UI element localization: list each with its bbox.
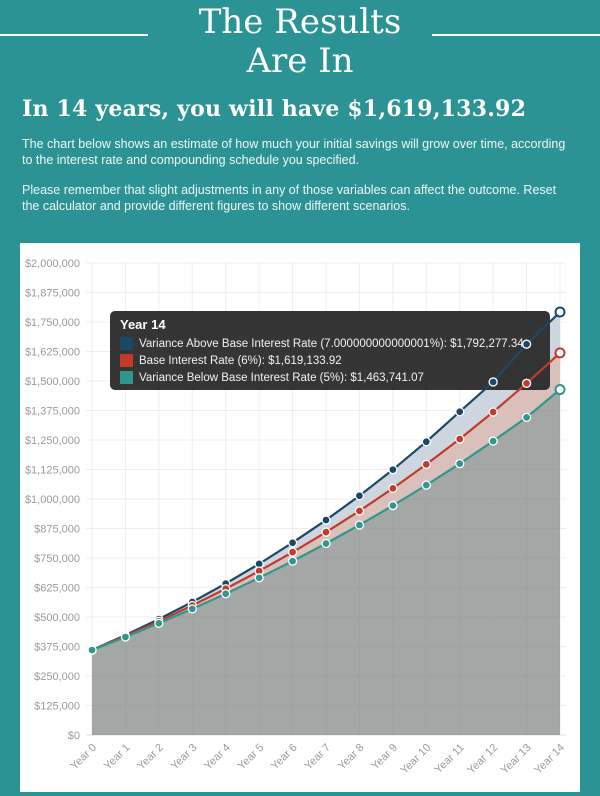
x-axis-tick-label: Year 10 (398, 742, 433, 777)
x-axis-tick-label: Year 3 (169, 742, 200, 773)
y-axis-tick-label: $125,000 (34, 701, 80, 713)
note-paragraph: Please remember that slight adjustments … (22, 183, 557, 213)
data-point-series-0-year-12[interactable] (488, 377, 498, 387)
data-point-series-0-year-6[interactable] (287, 538, 298, 548)
y-axis-tick-label: $1,750,000 (25, 317, 80, 329)
page-title: The Results Are In (0, 3, 600, 81)
data-point-series-2-year-13[interactable] (521, 412, 532, 423)
page-title-line2: Are In (246, 41, 354, 81)
data-point-series-2-year-9[interactable] (388, 500, 398, 511)
header-rule-left (0, 34, 148, 36)
data-point-series-2-year-2[interactable] (154, 618, 164, 628)
data-point-series-2-year-5[interactable] (254, 573, 264, 583)
y-axis-tick-label: $1,000,000 (25, 494, 80, 506)
data-point-series-1-year-10[interactable] (421, 459, 431, 470)
data-point-series-2-year-7[interactable] (321, 538, 331, 549)
x-axis-tick-label: Year 14 (532, 742, 567, 777)
x-axis-tick-label: Year 6 (269, 742, 300, 773)
results-page: The Results Are In In 14 years, you will … (0, 3, 600, 792)
data-point-series-2-year-3[interactable] (187, 604, 197, 614)
data-point-series-0-year-9[interactable] (388, 465, 398, 475)
chart-card: $0 $125,000 $250,000 $375,000 $500,000 $625,0… (20, 243, 580, 792)
data-point-series-0-year-14[interactable] (554, 306, 566, 318)
x-axis-tick-label: Year 12 (465, 742, 500, 777)
data-point-series-1-year-7[interactable] (321, 527, 331, 537)
data-point-series-1-year-14[interactable] (554, 347, 566, 359)
x-axis-tick-label: Year 7 (302, 742, 333, 773)
y-axis-tick-label: $0 (68, 730, 80, 742)
header-rule-right (432, 34, 600, 36)
data-point-series-0-year-8[interactable] (354, 491, 365, 501)
x-axis-tick-label: Year 9 (369, 742, 400, 773)
y-axis-tick-label: $625,000 (34, 583, 80, 595)
data-point-series-2-year-4[interactable] (221, 589, 231, 599)
x-axis-tick-label: Year 0 (68, 742, 99, 773)
y-axis-tick-label: $1,500,000 (25, 376, 80, 388)
y-axis-tick-label: $875,000 (34, 524, 80, 536)
y-axis-tick-label: $1,875,000 (25, 288, 80, 300)
y-axis-tick-label: $375,000 (34, 642, 80, 654)
header: The Results Are In (0, 3, 600, 81)
y-axis-tick-label: $2,000,000 (25, 258, 80, 270)
savings-growth-chart[interactable]: $0 $125,000 $250,000 $375,000 $500,000 $625,0… (20, 243, 580, 792)
intro-paragraph: The chart below shows an estimate of how… (22, 137, 566, 167)
x-axis-tick-label: Year 13 (499, 742, 534, 777)
data-point-series-1-year-6[interactable] (287, 547, 298, 557)
data-point-series-2-year-12[interactable] (488, 436, 498, 446)
data-point-series-1-year-12[interactable] (488, 407, 498, 417)
result-headline: In 14 years, you will have $1,619,133.92 (22, 96, 527, 122)
data-point-series-1-year-13[interactable] (521, 378, 532, 388)
data-point-series-0-year-10[interactable] (421, 437, 431, 447)
data-point-series-1-year-11[interactable] (455, 434, 465, 444)
tooltip-box (110, 311, 550, 390)
data-point-series-2-year-1[interactable] (120, 632, 131, 642)
y-axis-tick-label: $1,250,000 (25, 435, 80, 447)
x-axis-tick-label: Year 1 (102, 742, 133, 773)
y-axis-tick-label: $1,125,000 (25, 465, 80, 477)
data-point-series-2-year-8[interactable] (354, 520, 365, 530)
page-title-line1: The Results (198, 2, 402, 42)
y-axis-tick-label: $250,000 (34, 671, 80, 683)
data-point-series-2-year-14[interactable] (554, 384, 566, 396)
data-point-series-0-year-11[interactable] (455, 407, 465, 417)
data-point-series-2-year-10[interactable] (421, 480, 431, 490)
data-point-series-1-year-8[interactable] (354, 506, 365, 516)
data-point-series-0-year-13[interactable] (521, 339, 532, 349)
y-axis-tick-label: $500,000 (34, 612, 80, 624)
data-point-series-2-year-11[interactable] (455, 459, 465, 469)
x-axis-tick-label: Year 4 (202, 742, 233, 773)
x-axis-tick-label: Year 2 (135, 742, 166, 773)
data-point-series-2-year-0[interactable] (87, 645, 97, 655)
data-point-series-0-year-7[interactable] (321, 515, 331, 525)
x-axis-tick-label: Year 11 (432, 742, 466, 776)
y-axis-tick-label: $750,000 (34, 553, 80, 565)
data-point-series-2-year-6[interactable] (287, 556, 298, 566)
y-axis-tick-label: $1,375,000 (25, 406, 80, 418)
x-axis-tick-label: Year 8 (336, 742, 367, 773)
y-axis-tick-label: $1,625,000 (25, 347, 80, 359)
series-band (92, 389, 561, 735)
x-axis-tick-label: Year 5 (236, 742, 267, 773)
data-point-series-1-year-9[interactable] (388, 483, 398, 493)
